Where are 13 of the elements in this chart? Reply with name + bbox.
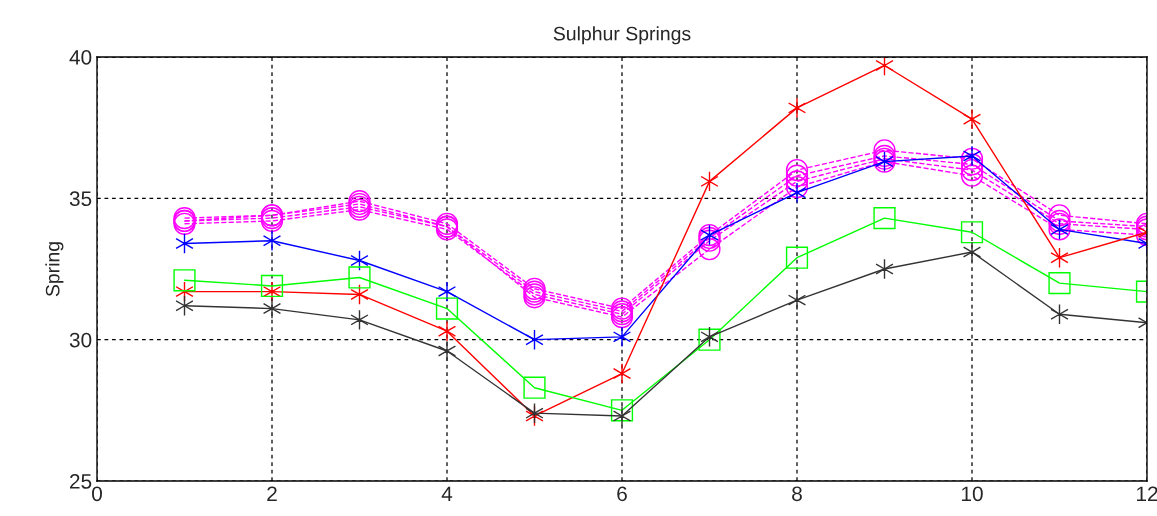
x-tick-label: 0 (92, 486, 102, 502)
x-tick-label: 6 (617, 486, 627, 502)
y-tick-label: 35 (69, 191, 92, 207)
x-tick-label: 10 (962, 486, 983, 502)
y-tick-label: 25 (70, 474, 92, 489)
x-tick-label: 2 (267, 486, 277, 501)
x-tick-label: 4 (441, 486, 453, 501)
y-axis-title: Spring (45, 242, 64, 297)
y-tick-label: 40 (69, 50, 92, 65)
chart-title: Sulphur Springs (553, 26, 691, 45)
y-tick-label: 30 (69, 332, 92, 348)
x-tick-label: 12 (1137, 486, 1157, 501)
x-tick-label: 8 (792, 486, 802, 502)
